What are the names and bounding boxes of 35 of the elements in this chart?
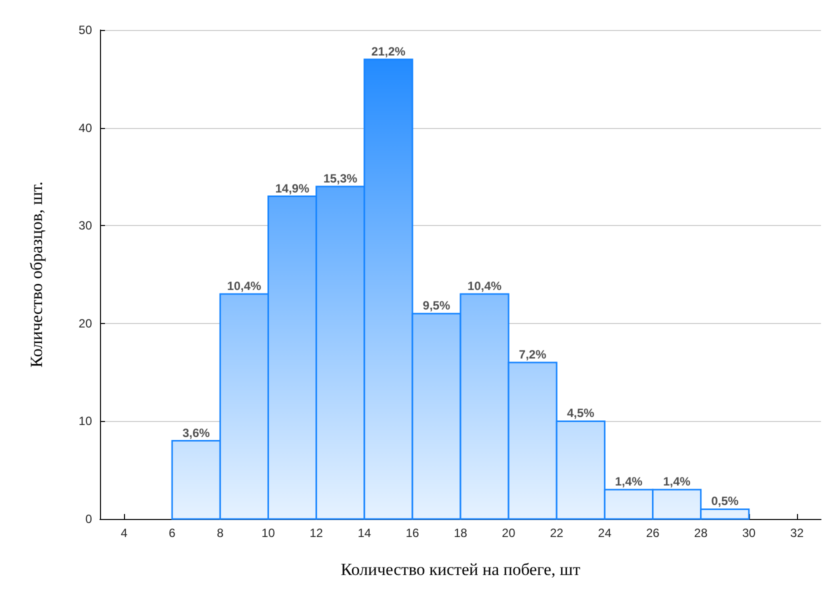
annotation: 10,4%: [227, 279, 262, 294]
y-tick-label: 30: [78, 218, 92, 233]
x-tick-label: 20: [502, 526, 516, 540]
annotation: 0,5%: [711, 494, 739, 508]
x-tick-label: 24: [598, 526, 612, 540]
x-tick-label: 28: [694, 526, 708, 540]
x-tick-label: 6: [168, 526, 176, 540]
x-tick-label: 12: [310, 526, 324, 540]
y-tick-label: 40: [78, 120, 92, 135]
x-tick-label: 30: [742, 526, 756, 540]
y-tick-label: 0: [85, 512, 92, 526]
annotation: 1,4%: [615, 474, 643, 489]
y-tick-label: 20: [78, 316, 92, 330]
x-tick-label: 8: [216, 526, 224, 540]
annotation: 4,5%: [566, 406, 595, 420]
annotation: 21,2%: [371, 44, 406, 58]
y-tick-label: 10: [78, 414, 92, 428]
annotation: 15,3%: [323, 171, 358, 186]
x-tick-label: 22: [550, 526, 564, 540]
annotation: 9,5%: [422, 298, 450, 313]
x-tick-label: 10: [262, 526, 276, 540]
x-tick-label: 14: [358, 526, 372, 540]
y-tick-label: 50: [78, 23, 92, 37]
x-tick-label: 18: [454, 526, 468, 540]
annotation: 3,6%: [182, 426, 210, 440]
annotation: 10,4%: [468, 279, 502, 294]
x-tick-label: 32: [790, 526, 804, 540]
annotation: 14,9%: [275, 181, 310, 196]
annotation: 1,4%: [663, 474, 691, 489]
x-tick-label: 26: [646, 526, 660, 540]
x-tick-label: 16: [406, 526, 420, 540]
x-axis-title: Количество кистей на побеге, шт: [340, 560, 581, 579]
annotation: 7,2%: [518, 348, 547, 362]
y-axis-title: Количество образцов, шт.: [27, 181, 46, 368]
x-tick-label: 4: [120, 526, 128, 540]
